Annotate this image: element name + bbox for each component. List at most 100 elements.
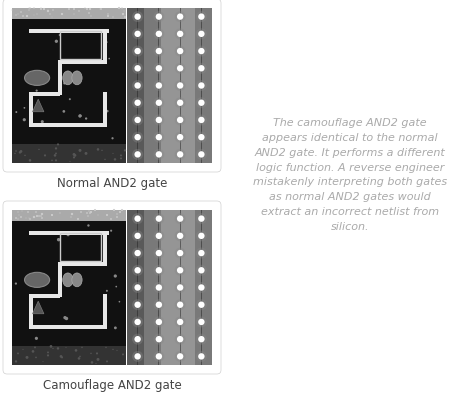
Circle shape bbox=[177, 65, 184, 71]
Circle shape bbox=[153, 63, 165, 74]
Circle shape bbox=[56, 125, 59, 127]
Bar bbox=[178, 8, 195, 163]
Circle shape bbox=[134, 353, 141, 360]
Circle shape bbox=[132, 63, 143, 74]
Circle shape bbox=[108, 58, 110, 59]
Circle shape bbox=[73, 13, 75, 15]
Circle shape bbox=[19, 150, 22, 153]
Circle shape bbox=[88, 12, 90, 14]
Bar bbox=[161, 210, 178, 365]
Circle shape bbox=[134, 13, 141, 20]
FancyBboxPatch shape bbox=[4, 202, 220, 373]
Circle shape bbox=[105, 347, 107, 348]
Bar bbox=[127, 210, 144, 365]
Circle shape bbox=[122, 13, 124, 15]
Circle shape bbox=[196, 316, 207, 327]
Circle shape bbox=[134, 31, 141, 37]
Circle shape bbox=[59, 34, 61, 36]
Circle shape bbox=[122, 353, 124, 355]
Circle shape bbox=[198, 353, 205, 360]
Circle shape bbox=[26, 356, 28, 359]
Bar bbox=[12, 346, 126, 365]
Circle shape bbox=[43, 361, 44, 362]
Circle shape bbox=[35, 357, 37, 358]
Circle shape bbox=[29, 218, 31, 220]
Circle shape bbox=[196, 132, 207, 143]
Circle shape bbox=[175, 97, 185, 108]
Circle shape bbox=[153, 28, 165, 39]
Bar bbox=[12, 8, 126, 19]
Circle shape bbox=[55, 152, 57, 154]
Circle shape bbox=[156, 31, 162, 37]
Circle shape bbox=[153, 282, 165, 293]
Circle shape bbox=[177, 82, 184, 89]
Circle shape bbox=[99, 263, 102, 266]
Circle shape bbox=[156, 13, 162, 20]
Circle shape bbox=[153, 334, 165, 345]
Circle shape bbox=[29, 326, 32, 329]
Circle shape bbox=[73, 8, 75, 10]
Circle shape bbox=[177, 353, 184, 360]
Circle shape bbox=[196, 97, 207, 108]
Circle shape bbox=[177, 284, 184, 291]
Ellipse shape bbox=[63, 273, 73, 287]
Bar bbox=[58, 60, 61, 95]
Circle shape bbox=[41, 213, 43, 215]
Circle shape bbox=[91, 361, 93, 364]
Circle shape bbox=[134, 216, 141, 222]
Bar bbox=[201, 8, 202, 163]
Circle shape bbox=[175, 265, 185, 276]
Circle shape bbox=[134, 250, 141, 256]
Polygon shape bbox=[33, 301, 44, 314]
Circle shape bbox=[57, 347, 59, 349]
Circle shape bbox=[153, 299, 165, 310]
Circle shape bbox=[22, 349, 24, 350]
Circle shape bbox=[61, 356, 63, 359]
Circle shape bbox=[196, 282, 207, 293]
Circle shape bbox=[85, 117, 88, 120]
Bar bbox=[12, 144, 126, 163]
Circle shape bbox=[132, 132, 143, 143]
Bar bbox=[137, 210, 138, 365]
Circle shape bbox=[153, 149, 165, 160]
Circle shape bbox=[132, 149, 143, 160]
Circle shape bbox=[120, 158, 122, 160]
Circle shape bbox=[94, 209, 96, 211]
Circle shape bbox=[15, 360, 17, 362]
Circle shape bbox=[198, 301, 205, 308]
Circle shape bbox=[22, 15, 24, 17]
Bar bbox=[158, 210, 159, 365]
Circle shape bbox=[177, 250, 184, 256]
Circle shape bbox=[62, 110, 65, 113]
Text: Camouflage AND2 gate: Camouflage AND2 gate bbox=[43, 379, 181, 392]
Circle shape bbox=[132, 11, 143, 22]
Bar bbox=[58, 262, 61, 297]
Circle shape bbox=[110, 218, 112, 220]
Circle shape bbox=[153, 46, 165, 57]
Circle shape bbox=[153, 316, 165, 327]
Circle shape bbox=[198, 250, 205, 256]
Circle shape bbox=[156, 353, 162, 360]
Circle shape bbox=[134, 151, 141, 158]
Circle shape bbox=[175, 230, 185, 242]
Circle shape bbox=[175, 299, 185, 310]
Circle shape bbox=[153, 11, 165, 22]
Circle shape bbox=[74, 154, 76, 157]
Circle shape bbox=[73, 156, 75, 158]
Bar bbox=[29, 294, 33, 329]
Circle shape bbox=[21, 210, 23, 212]
Circle shape bbox=[51, 233, 53, 235]
Circle shape bbox=[132, 316, 143, 327]
Circle shape bbox=[23, 118, 26, 121]
Circle shape bbox=[132, 247, 143, 258]
Bar bbox=[137, 8, 138, 163]
Circle shape bbox=[51, 214, 53, 216]
Circle shape bbox=[15, 111, 18, 113]
Circle shape bbox=[28, 217, 29, 218]
Circle shape bbox=[35, 337, 38, 340]
Circle shape bbox=[61, 13, 63, 15]
Bar bbox=[12, 8, 126, 163]
Circle shape bbox=[106, 214, 108, 216]
Bar bbox=[127, 8, 144, 163]
Circle shape bbox=[15, 217, 17, 219]
